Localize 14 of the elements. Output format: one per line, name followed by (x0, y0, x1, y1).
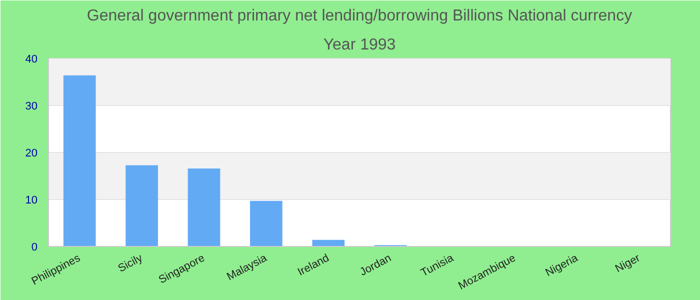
y-tick-label: 20 (25, 148, 38, 160)
x-tick-label: Sicily (116, 252, 146, 275)
chart-title: General government primary net lending/borrowing Billions National currency (86, 8, 632, 24)
bar (126, 165, 158, 246)
bar (312, 240, 345, 246)
y-tick-label: 30 (25, 100, 38, 112)
chart-subtitle: Year 1993 (323, 36, 396, 54)
bar (63, 75, 96, 246)
y-tick-label: 10 (25, 194, 38, 206)
y-tick-label: 40 (25, 54, 38, 66)
bar (188, 168, 220, 246)
x-tick-label: Niger (613, 252, 642, 276)
bar (250, 200, 282, 246)
y-tick-label: 0 (31, 242, 38, 254)
